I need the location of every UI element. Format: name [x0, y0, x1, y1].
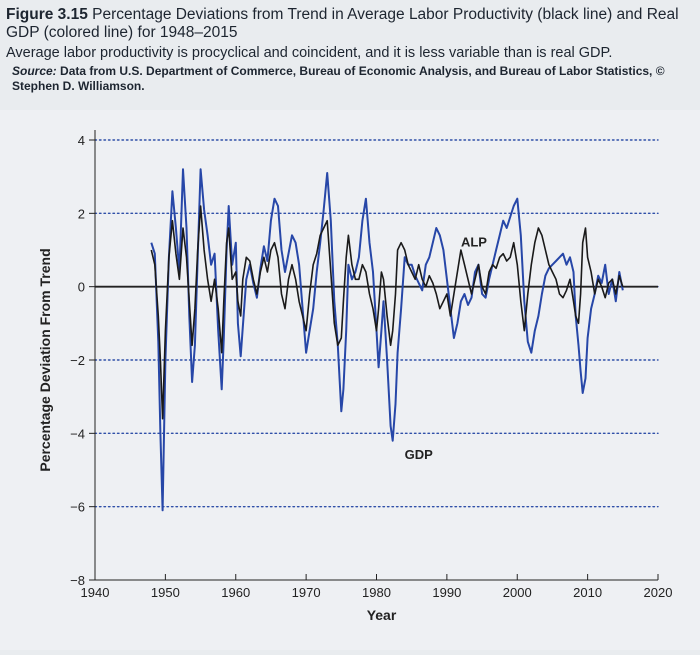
figure-caption: Figure 3.15 Percentage Deviations from T… — [6, 6, 686, 94]
x-tick-label: 1940 — [81, 585, 110, 600]
figure-source: Source: Data from U.S. Department of Com… — [12, 64, 686, 94]
x-tick-label: 2010 — [573, 585, 602, 600]
x-axis-title: Year — [367, 607, 397, 623]
x-tick-label: 1950 — [151, 585, 180, 600]
figure-subtitle: Average labor productivity is procyclica… — [6, 45, 613, 61]
y-tick-label: 0 — [78, 280, 85, 295]
label-layer: Year Percentage Deviation From Trend ALP GD… — [37, 234, 487, 623]
y-tick-label: −8 — [70, 573, 85, 588]
series-line-alp — [150, 205, 624, 420]
source-text: Data from U.S. Department of Commerce, B… — [12, 64, 665, 93]
series-layer — [150, 168, 624, 512]
x-tick-label: 2000 — [503, 585, 532, 600]
y-tick-label: −4 — [70, 426, 85, 441]
x-tick-label: 1960 — [221, 585, 250, 600]
y-tick-label: −6 — [70, 500, 85, 515]
y-tick-label: 2 — [78, 206, 85, 221]
figure-title-text: Percentage Deviations from Trend in Aver… — [6, 6, 679, 41]
y-tick-label: −2 — [70, 353, 85, 368]
x-tick-label: 1980 — [362, 585, 391, 600]
y-axis-title: Percentage Deviation From Trend — [37, 248, 53, 471]
source-label: Source: — [12, 64, 57, 78]
chart-card: 4 2 0 −2 −4 −6 −8 1940 1950 1960 1970 1980 1990 2000 2… — [0, 110, 700, 650]
annotation-alp: ALP — [461, 234, 487, 249]
x-tick-label: 1970 — [292, 585, 321, 600]
figure-label: Figure 3.15 — [6, 6, 88, 23]
x-tick-label: 1990 — [432, 585, 461, 600]
figure-title: Figure 3.15 Percentage Deviations from T… — [6, 6, 686, 42]
y-tick-label: 4 — [78, 133, 85, 148]
annotation-gdp: GDP — [405, 447, 434, 462]
x-tick-label: 2020 — [644, 585, 673, 600]
